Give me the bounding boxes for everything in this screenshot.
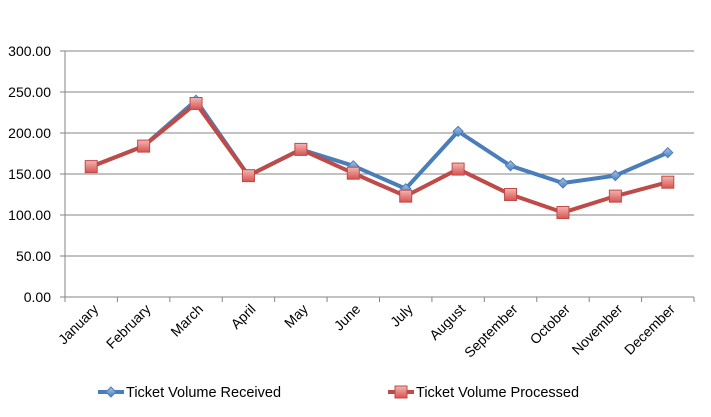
y-tick-label: 0.00 [24,289,51,305]
data-point [557,177,569,189]
x-tick-label: November [569,301,626,358]
y-tick-label: 150.00 [8,166,51,182]
x-tick-label: August [426,301,468,343]
series-line [89,101,670,215]
data-point [661,175,675,189]
x-tick-label: January [55,301,102,348]
legend: Ticket Volume Received Ticket Volume Proc… [98,385,579,401]
x-axis-ticks: January February March April May June July Augu… [55,297,695,361]
y-tick-label: 100.00 [8,207,51,223]
data-point [609,169,622,182]
series-1 [85,94,674,195]
data-point [662,146,674,159]
data-point [452,125,464,138]
data-point [556,206,570,220]
data-point [84,160,98,174]
data-point [399,189,413,203]
y-tick-label: 50.00 [16,248,51,264]
data-point [294,142,308,156]
x-tick-label: April [227,301,258,332]
data-point [189,96,203,110]
data-point [451,162,465,176]
data-point [105,386,117,398]
series-line [89,98,670,191]
series-2 [84,96,675,220]
data-point [346,166,360,180]
x-tick-label: October [527,301,574,348]
data-point [504,160,517,172]
legend-label: Ticket Volume Received [126,385,281,401]
data-point [137,139,151,153]
x-tick-label: July [387,301,416,330]
x-tick-label: May [281,301,311,331]
x-tick-label: June [331,301,364,334]
x-tick-label: February [103,301,154,352]
data-point [394,385,408,399]
legend-item: Ticket Volume Received [98,385,281,401]
series-group [84,94,675,220]
y-tick-label: 300.00 [8,43,51,59]
legend-item: Ticket Volume Processed [388,385,579,401]
y-tick-label: 200.00 [8,125,51,141]
gridlines [65,50,694,257]
data-point [608,189,622,203]
legend-label: Ticket Volume Processed [416,385,579,401]
x-tick-label: September [461,301,521,361]
y-tick-label: 250.00 [8,84,51,100]
x-tick-label: March [167,301,206,340]
y-axis-ticks: 0.00 50.00 100.00 150.00 200.00 250.00 300.00 [8,43,65,305]
data-point [504,188,518,201]
x-tick-label: December [621,301,678,358]
data-point [241,169,255,183]
